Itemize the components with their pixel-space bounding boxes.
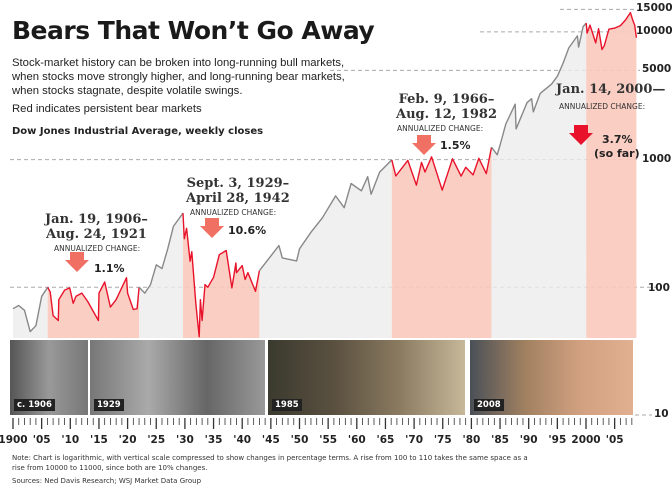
period-1-label: Jan. 19, 1906– Aug. 24, 1921 [45,212,148,242]
bull-line-2 [138,212,184,294]
chart-title: Bears That Won’t Go Away [12,16,375,45]
bear-area-5 [391,147,492,338]
bear-area-3 [183,213,260,338]
xtick-label: '80 [462,434,481,446]
photo-caption: 2008 [474,399,504,411]
xtick-label: '45 [261,434,280,446]
bear-line-5 [391,147,493,191]
xtick-label: '20 [118,434,137,446]
xtick-label: '55 [319,434,338,446]
xtick-label: '70 [405,434,424,446]
sources: Sources: Ned Davis Research; WSJ Market … [12,477,202,485]
period-3-annual-label: ANNUALIZED CHANGE: [397,124,484,133]
xtick-label: '75 [433,434,452,446]
photo-2008: 2008 [470,340,633,415]
xtick-label: '10 [61,434,80,446]
period-2-change: 10.6% [228,224,267,237]
period-3-end: Aug. 12, 1982 [396,107,498,122]
period-2-label: Sept. 3, 1929– April 28, 1942 [186,176,290,206]
ytick-1000: 1000 [642,153,672,165]
xtick-label: '50 [290,434,309,446]
xtick-label: '85 [491,434,509,446]
bull-line-6 [490,22,587,156]
bear-line-7 [585,11,638,51]
xtick-label: '25 [147,434,166,446]
bear-line-1 [47,277,140,322]
note-line-2: rise from 10000 to 11000, since both are… [12,464,208,472]
chart-subtitle: Stock-market history can be broken into … [12,57,345,97]
ytick-10000: 10000 [636,25,672,37]
period-4-change: 3.7% [602,133,633,146]
bull-line-0 [12,286,49,333]
period-1-change: 1.1% [94,262,125,275]
note-line-1: Note: Chart is logarithmic, with vertica… [12,454,528,462]
photo-caption: 1985 [272,399,302,411]
period-3-label: Feb. 9, 1966– Aug. 12, 1982 [396,92,497,122]
period-1-start: Jan. 19, 1906– [45,212,148,227]
xtick-label: '15 [90,434,108,446]
period-2-end: April 28, 1942 [186,191,290,206]
xtick-label: 2000 [571,434,601,446]
ytick-15000: 15000 [636,2,672,14]
xtick-label: '40 [233,434,252,446]
legend-note: Red indicates persistent bear markets [12,103,202,115]
bull-line-4 [258,159,393,272]
period-4-start: Jan. 14, 2000— [556,82,666,97]
bull-area-2 [139,213,184,338]
photo-1906: c. 1906 [10,340,88,415]
photo-caption: c. 1906 [14,399,55,411]
bull-area-6 [491,23,587,338]
period-4-change-note: (so far) [594,147,640,160]
xtick-label: '05 [32,434,51,446]
ytick-10: 10 [654,408,669,420]
photo-1985: 1985 [268,340,465,415]
down-arrow-icon [200,218,224,238]
xtick-label: '90 [519,434,538,446]
down-arrow-icon [412,135,436,155]
down-arrow-icon [65,252,89,272]
bull-area-4 [259,159,392,338]
down-arrow-icon [569,125,593,145]
series-label: Dow Jones Industrial Average, weekly clo… [12,126,264,137]
xtick-label: '30 [175,434,194,446]
xtick-label: '60 [347,434,366,446]
period-4-label: Jan. 14, 2000— [556,82,665,97]
intro-block: Stock-market history can be broken into … [12,56,357,137]
xtick-label: '35 [204,434,223,446]
xtick-label: '95 [548,434,567,446]
bull-area-0 [13,287,48,338]
xtick-label: '05 [605,434,624,446]
bear-area-1 [47,277,140,338]
xtick-label: 1900 [0,434,28,446]
period-1-end: Aug. 24, 1921 [45,227,147,242]
period-3-start: Feb. 9, 1966– [398,92,495,107]
bear-line-3 [182,213,261,338]
bear-area-7 [586,12,637,338]
period-1-annual-label: ANNUALIZED CHANGE: [54,244,141,253]
photo-caption: 1929 [94,399,124,411]
ytick-5000: 5000 [642,63,672,75]
photo-1929: 1929 [90,340,265,415]
period-4-annual-label: ANNUALIZED CHANGE: [559,102,646,111]
period-2-start: Sept. 3, 1929– [186,176,290,191]
xtick-label: '65 [376,434,395,446]
ytick-100: 100 [648,282,670,294]
period-3-change: 1.5% [440,139,471,152]
period-2-annual-label: ANNUALIZED CHANGE: [190,208,277,217]
